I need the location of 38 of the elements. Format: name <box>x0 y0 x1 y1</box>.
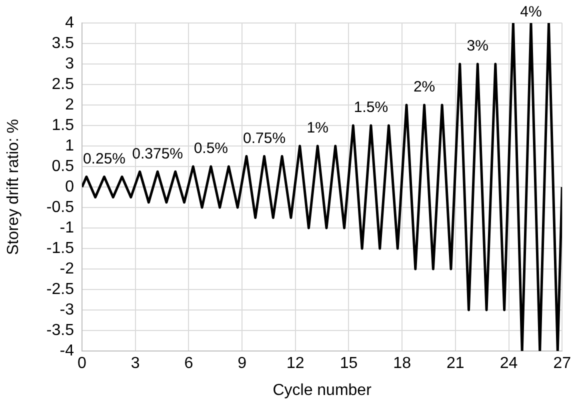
annotation: 0.75% <box>242 130 286 147</box>
y-tick-label: -2.5 <box>46 280 74 298</box>
annotation: 0.375% <box>132 145 184 162</box>
x-tick-label: 12 <box>286 355 304 372</box>
y-tick-label: 1.5 <box>52 116 74 134</box>
annotation: 3% <box>466 38 488 55</box>
y-tick-label: 2.5 <box>52 76 74 93</box>
x-tick-label: 18 <box>393 355 412 372</box>
y-tick-label: -3 <box>60 301 74 318</box>
y-tick-label: 1 <box>65 137 74 154</box>
x-tick-label: 3 <box>130 355 140 372</box>
y-tick-label: 2 <box>65 96 74 114</box>
x-tick-label: 0 <box>78 355 87 372</box>
y-tick-label: 4 <box>65 14 74 32</box>
x-tick-label: 9 <box>238 355 247 372</box>
y-tick-label: -2 <box>60 260 74 278</box>
y-axis-title: Storey drift ratio: % <box>5 118 22 256</box>
y-tick-label: -1.5 <box>46 240 74 257</box>
y-tick-label: -1 <box>60 219 74 236</box>
x-tick-label: 27 <box>553 355 572 372</box>
annotation: 2% <box>413 78 436 96</box>
y-tick-label: 0 <box>65 178 74 196</box>
annotation: 0.5% <box>194 140 228 158</box>
y-tick-label: 0.5 <box>52 158 74 175</box>
x-tick-label: 24 <box>500 355 518 372</box>
x-tick-label: 21 <box>446 355 464 372</box>
y-tick-label: -0.5 <box>46 198 74 216</box>
x-tick-label: 6 <box>184 355 194 372</box>
x-axis-title: Cycle number <box>272 382 372 399</box>
annotation: 1% <box>306 120 328 137</box>
y-tick-label: 3.5 <box>52 34 74 52</box>
y-tick-label: 3 <box>65 55 74 72</box>
annotation: 0.25% <box>82 150 126 168</box>
annotation: 1.5% <box>354 99 388 116</box>
y-tick-label: -3.5 <box>46 322 74 339</box>
text: 4% <box>520 4 542 21</box>
y-tick-label: -4 <box>60 342 74 360</box>
x-tick-label: 15 <box>340 355 358 372</box>
